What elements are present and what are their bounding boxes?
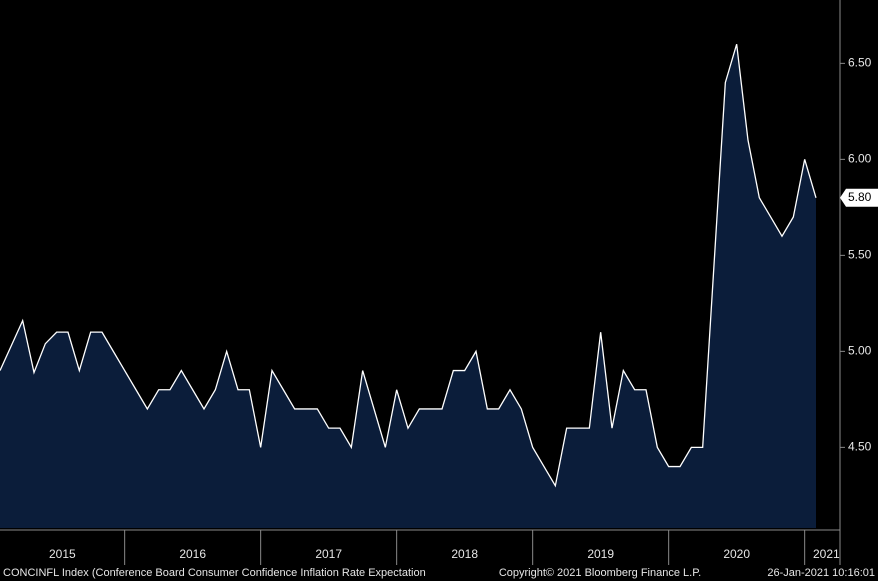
x-tick-label: 2020 <box>723 547 750 561</box>
footer-center: Copyright© 2021 Bloomberg Finance L.P. <box>499 567 701 579</box>
x-tick-label: 2016 <box>179 547 206 561</box>
y-tick-label: 4.50 <box>848 440 872 454</box>
x-tick-label: 2018 <box>451 547 478 561</box>
line <box>0 43 817 488</box>
last-value-badge <box>840 188 878 207</box>
y-tick-label: 6.50 <box>848 56 872 70</box>
x-tick-label: 2021 <box>813 547 840 561</box>
x-tick-label: 2015 <box>49 547 76 561</box>
footer-right: 26-Jan-2021 10:16:01 <box>767 567 875 579</box>
x-tick-label: 2019 <box>587 547 614 561</box>
y-tick-label: 5.00 <box>848 344 872 358</box>
last-value-label: 5.80 <box>848 190 872 204</box>
y-tick-label: 5.50 <box>848 248 872 262</box>
y-tick-label: 6.00 <box>848 152 872 166</box>
area-fill <box>0 44 816 528</box>
x-tick-label: 2017 <box>315 547 342 561</box>
footer-left: CONCINFL Index (Conference Board Consume… <box>3 567 426 579</box>
